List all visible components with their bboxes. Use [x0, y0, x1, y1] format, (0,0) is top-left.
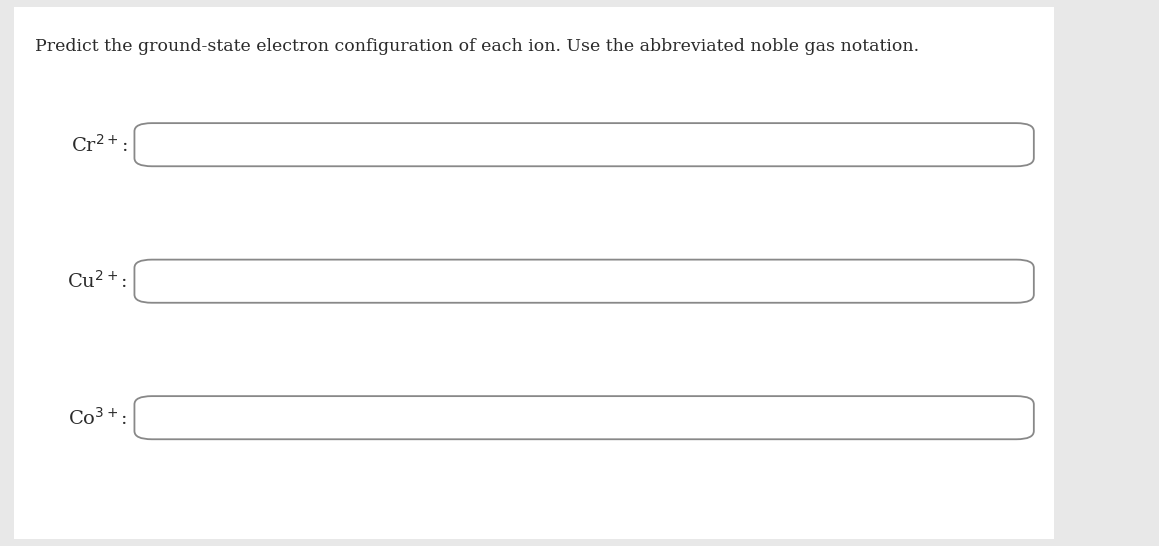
- Text: Cr$^{2+}$:: Cr$^{2+}$:: [71, 134, 127, 156]
- Text: Predict the ground-state electron configuration of each ion. Use the abbreviated: Predict the ground-state electron config…: [35, 38, 919, 55]
- FancyBboxPatch shape: [134, 396, 1034, 439]
- Text: Co$^{3+}$:: Co$^{3+}$:: [68, 407, 127, 429]
- FancyBboxPatch shape: [134, 260, 1034, 302]
- FancyBboxPatch shape: [134, 123, 1034, 166]
- Text: Cu$^{2+}$:: Cu$^{2+}$:: [67, 270, 127, 292]
